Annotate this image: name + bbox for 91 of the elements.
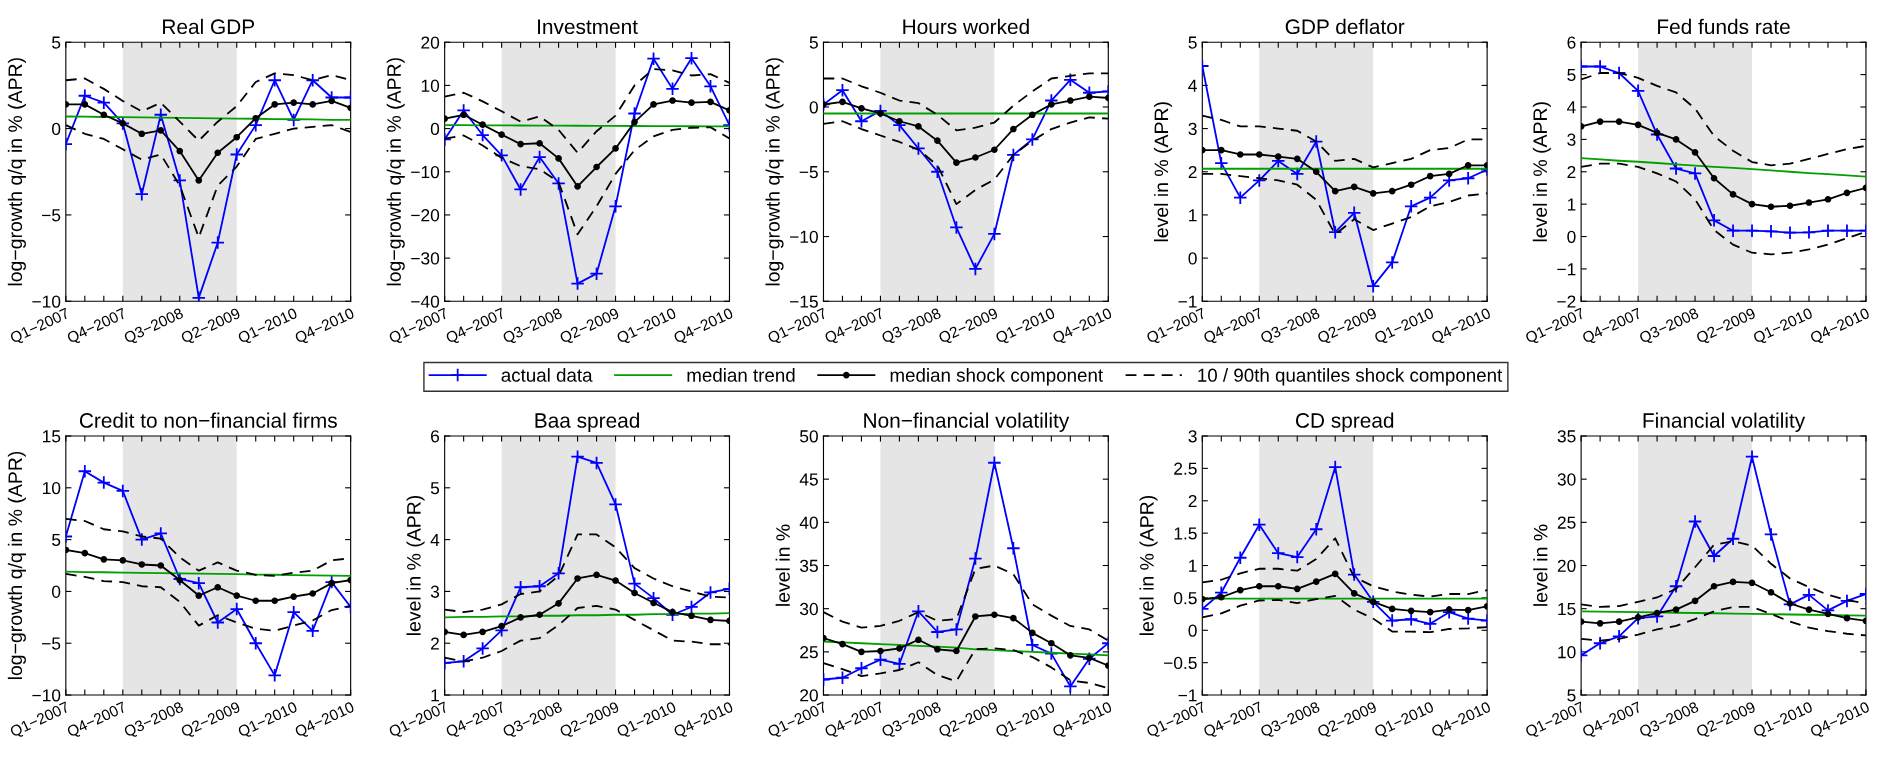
y-tick-label: −10 bbox=[32, 689, 61, 702]
y-tick-label: 5 bbox=[52, 533, 61, 547]
y-tick-label: 6 bbox=[1567, 36, 1576, 49]
y-axis-title: level in % bbox=[775, 524, 790, 606]
y-tick-label: −15 bbox=[790, 295, 818, 308]
y-tick-label: 3 bbox=[1567, 133, 1576, 146]
chart-title: Fed funds rate bbox=[1658, 18, 1790, 35]
chart-title: Financial volatility bbox=[1643, 412, 1806, 432]
chart-title: Baa spread bbox=[535, 412, 640, 432]
y-tick-label: −1 bbox=[1557, 263, 1576, 276]
y-tick-label: 3 bbox=[1188, 430, 1197, 443]
y-tick-label: −10 bbox=[411, 165, 440, 179]
y-tick-label: 30 bbox=[1557, 473, 1576, 486]
chart-title: CD spread bbox=[1295, 412, 1394, 432]
y-tick-label: −0.5 bbox=[1164, 656, 1197, 670]
y-axis-title: log−growth q/q in % (APR) bbox=[7, 58, 26, 286]
y-axis-title: log−growth q/q in % (APR) bbox=[7, 451, 26, 680]
y-tick-label: 40 bbox=[799, 516, 818, 529]
chart-title: Investment bbox=[538, 19, 638, 35]
y-tick-label: −5 bbox=[42, 637, 61, 650]
y-tick-label: −5 bbox=[799, 166, 818, 179]
chart-title: GDP deflator bbox=[1285, 18, 1405, 35]
y-tick-label: 1 bbox=[431, 689, 439, 702]
y-tick-label: 35 bbox=[1557, 430, 1576, 443]
y-tick-label: 20 bbox=[421, 36, 440, 49]
y-tick-label: 0 bbox=[430, 122, 440, 136]
y-tick-label: 50 bbox=[800, 430, 818, 443]
y-tick-label: 5 bbox=[1188, 36, 1197, 49]
y-tick-label: 5 bbox=[430, 482, 440, 495]
y-tick-label: 2 bbox=[1188, 494, 1197, 508]
y-tick-label: 25 bbox=[1557, 516, 1576, 529]
legend-label: median trend bbox=[687, 368, 795, 382]
y-tick-label: 1 bbox=[1567, 198, 1576, 211]
y-tick-label: 4 bbox=[430, 533, 440, 546]
y-axis-title: level in % (APR) bbox=[1153, 102, 1173, 242]
y-axis-title: level in % (APR) bbox=[1532, 102, 1551, 242]
chart-title: Real GDP bbox=[163, 18, 255, 35]
y-axis-title: level in % (APR) bbox=[406, 495, 425, 635]
y-tick-label: 3 bbox=[1188, 122, 1197, 136]
y-tick-label: 0.5 bbox=[1173, 592, 1197, 605]
legend-label: median shock component bbox=[890, 368, 1103, 386]
y-tick-label: 5 bbox=[1567, 689, 1576, 702]
y-tick-label: −10 bbox=[790, 230, 818, 243]
y-tick-label: 1 bbox=[1189, 559, 1197, 572]
y-tick-label: 10 bbox=[421, 79, 440, 92]
y-tick-label: 30 bbox=[799, 602, 818, 616]
y-tick-label: 0 bbox=[1188, 624, 1197, 637]
y-tick-label: 0 bbox=[52, 585, 61, 598]
y-tick-label: −5 bbox=[42, 209, 61, 222]
y-tick-label: 45 bbox=[799, 473, 818, 486]
y-axis-title: level in % (APR) bbox=[1139, 495, 1158, 635]
y-tick-label: 20 bbox=[1557, 559, 1576, 572]
legend-label: actual data bbox=[501, 368, 593, 382]
y-tick-label: 15 bbox=[1558, 603, 1576, 616]
y-tick-label: 4 bbox=[1188, 79, 1197, 92]
y-tick-label: 10 bbox=[1558, 646, 1576, 659]
y-tick-label: 2 bbox=[431, 637, 439, 650]
y-tick-label: 2 bbox=[1567, 165, 1576, 179]
y-tick-label: 1 bbox=[1189, 209, 1197, 222]
y-tick-label: −20 bbox=[411, 209, 440, 222]
y-tick-label: 10 bbox=[42, 481, 61, 495]
y-tick-label: −1 bbox=[1178, 295, 1197, 308]
y-tick-label: 35 bbox=[799, 559, 818, 572]
y-tick-label: 5 bbox=[809, 36, 818, 49]
legend-label: 10 / 90th quantiles shock component bbox=[1198, 368, 1503, 386]
y-tick-label: 0 bbox=[52, 122, 61, 136]
y-tick-label: 4 bbox=[1567, 101, 1576, 114]
y-tick-label: 20 bbox=[800, 689, 818, 702]
y-tick-label: 15 bbox=[42, 430, 61, 443]
y-axis-title: log−growth q/q in % (APR) bbox=[765, 58, 784, 286]
y-tick-label: −1 bbox=[1178, 689, 1197, 702]
y-tick-label: −30 bbox=[411, 252, 440, 265]
y-axis-title: level in % bbox=[1533, 524, 1548, 606]
y-tick-label: 0 bbox=[809, 101, 818, 114]
y-tick-label: −2 bbox=[1557, 295, 1576, 308]
y-tick-label: 2 bbox=[1188, 165, 1197, 179]
y-tick-label: 6 bbox=[431, 430, 440, 443]
y-tick-label: 0 bbox=[1188, 252, 1197, 265]
y-tick-label: 1.5 bbox=[1174, 527, 1197, 540]
chart-title: Credit to non−financial firms bbox=[79, 412, 337, 428]
y-tick-label: 5 bbox=[52, 36, 61, 49]
chart-title: Non−financial volatility bbox=[864, 412, 1070, 432]
y-tick-label: −10 bbox=[32, 295, 61, 308]
y-tick-label: 3 bbox=[430, 585, 440, 598]
y-axis-title: log−growth q/q in % (APR) bbox=[386, 58, 405, 286]
y-tick-label: 5 bbox=[1567, 68, 1576, 82]
y-tick-label: −40 bbox=[411, 295, 440, 308]
chart-title: Hours worked bbox=[903, 18, 1029, 35]
y-tick-label: 0 bbox=[1567, 230, 1576, 243]
y-tick-label: 2.5 bbox=[1174, 462, 1197, 475]
y-tick-label: 25 bbox=[800, 646, 818, 659]
